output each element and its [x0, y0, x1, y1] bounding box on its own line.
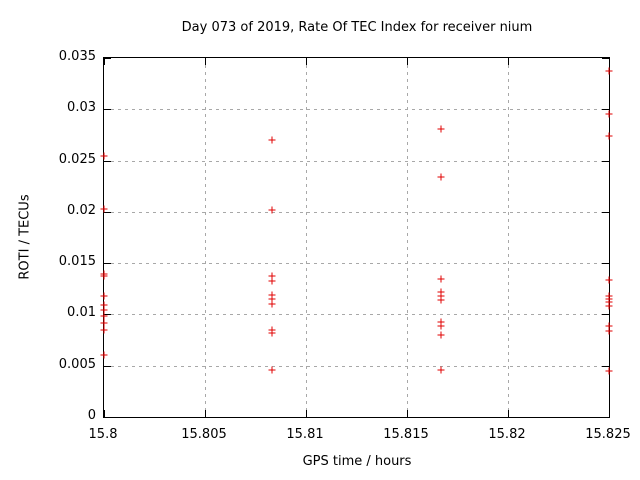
data-point-marker	[100, 319, 108, 327]
x-tick-label: 15.815	[383, 427, 429, 442]
chart-title: Day 073 of 2019, Rate Of TEC Index for r…	[181, 20, 533, 35]
data-point-marker	[437, 318, 445, 326]
y-tick-mark	[104, 109, 111, 111]
data-point-marker	[437, 292, 445, 300]
y-tick-mark	[602, 314, 609, 316]
data-point-marker	[268, 366, 276, 374]
data-point-marker	[437, 173, 445, 181]
y-tick-mark	[602, 365, 609, 367]
gridline-vertical	[306, 58, 307, 417]
data-point-marker	[268, 277, 276, 285]
data-point-marker	[100, 292, 108, 300]
x-tick-label: 15.825	[585, 427, 631, 442]
gridline-horizontal	[104, 211, 609, 213]
data-point-marker	[605, 327, 613, 335]
data-point-marker	[605, 132, 613, 140]
gridline-horizontal	[104, 365, 609, 367]
x-tick-mark	[104, 58, 105, 65]
data-point-marker	[605, 298, 613, 306]
gridline-horizontal	[104, 314, 609, 316]
y-tick-mark	[104, 58, 111, 59]
data-point-marker	[100, 152, 108, 160]
y-tick-label: 0.03	[67, 100, 96, 116]
x-tick-mark	[609, 410, 610, 417]
y-tick-mark	[602, 58, 609, 59]
x-tick-label: 15.8	[88, 427, 118, 442]
data-point-marker	[437, 125, 445, 133]
data-point-marker	[437, 296, 445, 304]
data-point-marker	[100, 326, 108, 334]
data-point-marker	[605, 67, 613, 75]
y-tick-label: 0.015	[58, 254, 96, 270]
data-point-marker	[605, 110, 613, 118]
y-tick-mark	[602, 417, 609, 418]
y-tick-label: 0.035	[58, 49, 96, 64]
data-point-marker	[268, 329, 276, 337]
y-tick-label: 0.01	[67, 305, 96, 321]
gridline-horizontal	[104, 160, 609, 162]
data-point-marker	[268, 272, 276, 280]
y-tick-mark	[104, 314, 111, 316]
data-point-marker	[605, 302, 613, 310]
data-point-marker	[100, 301, 108, 309]
y-tick-mark	[602, 109, 609, 111]
y-tick-label: 0.02	[67, 202, 96, 218]
data-point-marker	[605, 322, 613, 330]
data-point-marker	[437, 331, 445, 339]
y-tick-mark	[104, 211, 111, 213]
y-tick-label: 0.005	[58, 356, 96, 372]
gridline-vertical	[508, 58, 509, 417]
data-point-marker	[268, 206, 276, 214]
y-tick-mark	[104, 365, 111, 367]
data-point-marker	[437, 322, 445, 330]
data-point-marker	[437, 366, 445, 374]
x-axis-label: GPS time / hours	[302, 454, 412, 469]
data-point-marker	[100, 312, 108, 320]
y-tick-label: 0.025	[58, 151, 96, 167]
x-tick-mark	[205, 58, 206, 65]
gridline-horizontal	[104, 263, 609, 265]
data-point-marker	[268, 295, 276, 303]
gridline-vertical	[407, 58, 408, 417]
data-point-marker	[100, 351, 108, 359]
data-point-marker	[100, 306, 108, 314]
data-point-marker	[605, 367, 613, 375]
y-tick-mark	[104, 263, 111, 265]
data-point-marker	[268, 291, 276, 299]
data-point-marker	[100, 205, 108, 213]
y-tick-label: 0	[87, 408, 96, 423]
data-point-marker	[437, 288, 445, 296]
data-point-marker	[100, 272, 108, 280]
x-tick-mark	[104, 410, 105, 417]
x-tick-mark	[609, 58, 610, 65]
x-tick-mark	[205, 410, 206, 417]
data-point-marker	[268, 136, 276, 144]
data-point-marker	[268, 300, 276, 308]
x-tick-label: 15.81	[286, 427, 324, 442]
x-tick-label: 15.82	[488, 427, 526, 442]
plot-area	[100, 57, 613, 418]
y-tick-mark	[602, 263, 609, 265]
x-tick-label: 15.805	[181, 427, 227, 442]
y-tick-mark	[602, 160, 609, 162]
x-tick-mark	[306, 410, 307, 417]
y-tick-mark	[104, 160, 111, 162]
x-tick-mark	[508, 410, 509, 417]
gridline-vertical	[205, 58, 206, 417]
x-tick-mark	[407, 58, 408, 65]
x-tick-mark	[508, 58, 509, 65]
x-tick-mark	[407, 410, 408, 417]
data-point-marker	[605, 276, 613, 284]
y-tick-mark	[104, 417, 111, 418]
data-point-marker	[437, 275, 445, 283]
gridline-horizontal	[104, 109, 609, 111]
x-tick-mark	[306, 58, 307, 65]
y-tick-mark	[602, 211, 609, 213]
